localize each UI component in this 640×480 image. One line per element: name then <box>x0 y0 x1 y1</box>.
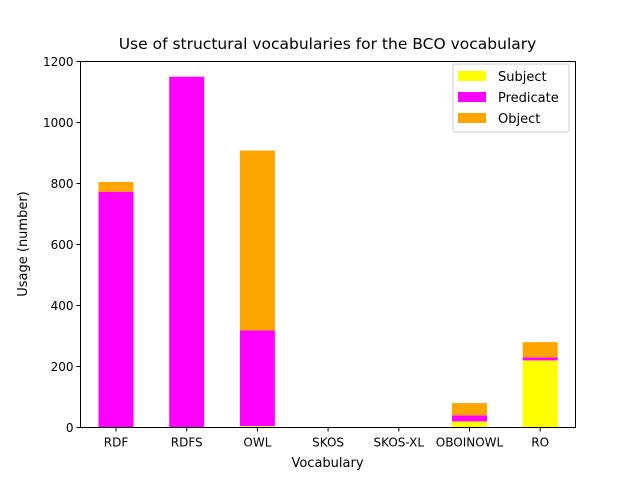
x-tick-label: SKOS-XL <box>374 436 425 450</box>
bar-subject-owl <box>239 425 275 428</box>
legend-swatch-subject <box>458 71 486 81</box>
x-tick-label: OWL <box>243 436 271 450</box>
y-axis: 0 200 400 600 800 1000 1200 <box>43 55 81 435</box>
x-tick-label: RO <box>531 436 549 450</box>
legend-label-object: Object <box>498 112 540 127</box>
bar-subject-ro <box>522 360 558 428</box>
bar-predicate-owl <box>239 330 275 426</box>
bar-object-oboinowl <box>452 403 487 416</box>
bar-object-ro <box>522 342 558 358</box>
legend: Subject Predicate Object <box>452 63 570 133</box>
x-axis: RDF RDFS OWL SKOS SKOS-XL OBOINOWL RO <box>104 427 549 450</box>
y-tick-label: 600 <box>51 238 74 252</box>
plot-area <box>98 76 558 428</box>
y-tick-label: 0 <box>66 421 74 435</box>
legend-label-subject: Subject <box>498 70 547 85</box>
bar-predicate-ro <box>522 357 558 361</box>
chart-title: Use of structural vocabularies for the B… <box>119 35 537 53</box>
y-tick-label: 400 <box>51 299 74 313</box>
y-tick-label: 1200 <box>43 55 74 69</box>
x-axis-title: Vocabulary <box>291 456 363 471</box>
y-tick-label: 800 <box>51 177 74 191</box>
bar-subject-oboinowl <box>452 421 487 428</box>
x-tick-label: RDF <box>104 436 129 450</box>
bar-predicate-oboinowl <box>452 415 487 422</box>
x-tick-label: OBOINOWL <box>436 436 504 450</box>
legend-swatch-predicate <box>458 92 486 102</box>
bar-predicate-rdf <box>98 191 134 428</box>
y-axis-title: Usage (number) <box>16 191 31 297</box>
bar-object-rdf <box>98 181 134 192</box>
x-tick-label: RDFS <box>171 436 203 450</box>
bar-predicate-rdfs <box>169 76 205 428</box>
y-tick-label: 200 <box>51 360 74 374</box>
x-tick-label: SKOS <box>312 436 344 450</box>
bar-object-owl <box>239 150 275 331</box>
y-tick-label: 1000 <box>43 116 74 130</box>
legend-swatch-object <box>458 113 486 123</box>
legend-label-predicate: Predicate <box>498 91 559 106</box>
